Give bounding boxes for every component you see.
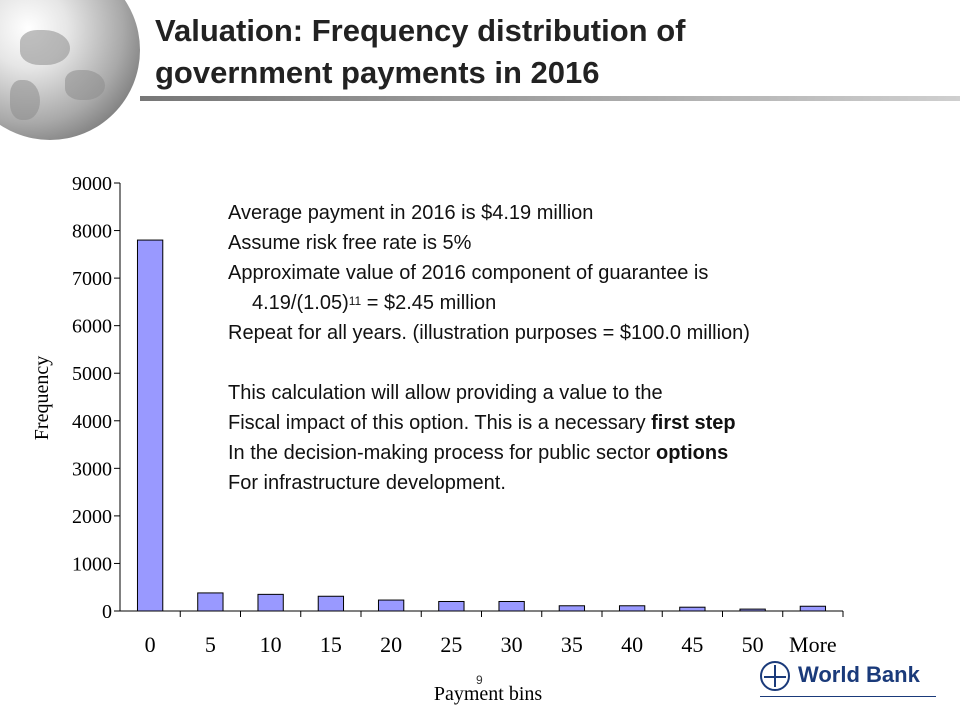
note-line-9: For infrastructure development. [228, 472, 506, 494]
slide-title: Valuation: Frequency distribution of gov… [155, 10, 935, 94]
y-tick-label: 6000 [72, 316, 112, 338]
y-tick-label: 5000 [72, 363, 112, 385]
x-tick-label: 30 [501, 632, 523, 657]
chart-axes [114, 182, 844, 617]
bar-25 [438, 600, 465, 612]
bar-30 [498, 600, 525, 612]
x-tick-label: 25 [440, 632, 462, 657]
x-tick-label: 10 [260, 632, 282, 657]
note-line-4-post: = $2.45 million [361, 292, 497, 314]
bar-45 [679, 606, 706, 612]
title-line-2: government payments in 2016 [155, 55, 600, 90]
note-line-3: Approximate value of 2016 component of g… [228, 262, 709, 284]
globe-logo [0, 0, 140, 140]
note-line-7: Fiscal impact of this option. This is a … [228, 408, 958, 438]
y-tick-label: 0 [102, 601, 112, 623]
note-line-8-bold: options [655, 442, 729, 464]
note-line-1: Average payment in 2016 is $4.19 million [228, 202, 594, 224]
x-tick-label: More [789, 632, 837, 657]
x-tick-label: 50 [742, 632, 764, 657]
x-tick-label: 45 [681, 632, 703, 657]
chart-bars [136, 239, 827, 612]
bar-50 [739, 608, 766, 612]
x-tick-label: 35 [561, 632, 583, 657]
page-number: 9 [476, 673, 483, 687]
title-underline [140, 96, 960, 101]
x-tick-label: 15 [320, 632, 342, 657]
world-bank-logo-text: World Bank [798, 662, 920, 687]
y-tick-labels: 0 1000 2000 3000 4000 5000 6000 7000 8000 9000 [72, 173, 112, 623]
y-tick-label: 2000 [72, 506, 112, 528]
note-line-5: Repeat for all years. (illustration purp… [228, 322, 750, 344]
y-tick-label: 7000 [72, 268, 112, 290]
y-tick-label: 3000 [72, 458, 112, 480]
explanation-text: Average payment in 2016 is $4.19 million… [228, 198, 958, 498]
note-line-6: This calculation will allow providing a … [228, 382, 663, 404]
bar-0 [136, 239, 164, 612]
note-line-7-bold: first step [651, 412, 736, 434]
note-line-8-pre: In the decision-making process for publi… [228, 442, 656, 464]
note-line-4-exponent: 11 [348, 294, 362, 308]
world-bank-logo: World Bank [760, 660, 936, 697]
bar-more [799, 605, 827, 612]
note-line-8: In the decision-making process for publi… [228, 438, 958, 468]
note-line-7-pre: Fiscal impact of this option. This is a … [228, 412, 652, 434]
x-tick-label: 40 [621, 632, 643, 657]
bar-40 [618, 605, 646, 612]
x-tick-labels: 0 5 10 15 20 25 30 35 40 45 50 More [145, 632, 837, 657]
bar-35 [558, 605, 586, 612]
paragraph-gap [228, 348, 958, 378]
x-tick-label: 20 [380, 632, 402, 657]
world-bank-emblem-icon [760, 661, 790, 691]
y-tick-label: 9000 [72, 173, 112, 195]
y-tick-label: 4000 [72, 411, 112, 433]
y-tick-label: 8000 [72, 221, 112, 243]
x-tick-label: 0 [145, 632, 156, 657]
bar-15 [317, 595, 345, 612]
x-axis-label: Payment bins [434, 683, 543, 705]
bar-20 [377, 599, 405, 612]
note-line-4-pre: 4.19/(1.05) [252, 292, 349, 314]
note-line-2: Assume risk free rate is 5% [228, 232, 472, 254]
note-line-4: 4.19/(1.05)11 = $2.45 million [228, 288, 958, 318]
y-axis-label: Frequency [31, 356, 53, 440]
x-tick-label: 5 [205, 632, 216, 657]
y-tick-label: 1000 [72, 553, 112, 575]
bar-10 [257, 593, 284, 612]
bar-5 [197, 592, 224, 612]
title-line-1: Valuation: Frequency distribution of [155, 13, 686, 48]
